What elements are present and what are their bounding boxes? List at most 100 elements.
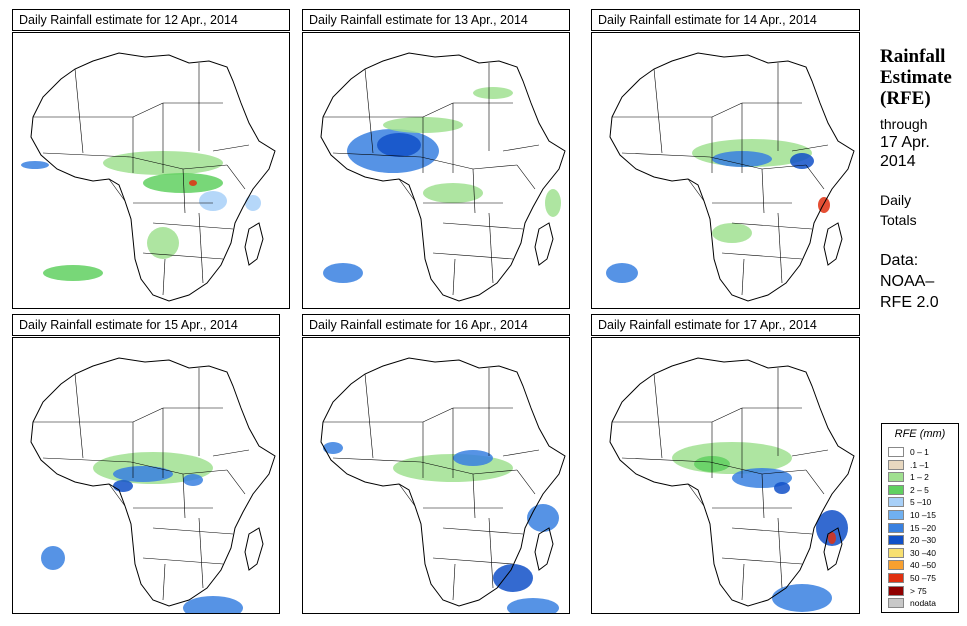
map-panel-apr-15: Daily Rainfall estimate for 15 Apr., 201… [12,314,280,614]
legend-label: > 75 [910,585,927,596]
title-line-2: Estimate [880,67,952,88]
legend-label: nodata [910,598,936,609]
totals-line-1: Daily [880,192,912,208]
africa-map [606,52,855,302]
country-border [398,483,416,507]
map-panel-apr-13: Daily Rainfall estimate for 13 Apr., 201… [302,9,570,309]
panel-title: Daily Rainfall estimate for 16 Apr., 201… [302,314,570,336]
country-border [805,469,825,495]
legend-label: 40 –50 [910,560,936,571]
legend-swatch [888,484,904,495]
country-border [805,164,825,190]
country-border [741,258,745,296]
legend-label: 5 –10 [910,497,932,508]
madagascar-outline [823,527,843,571]
country-border [452,258,456,296]
legend-swatch [888,535,904,546]
legend-label: 0 – 1 [910,447,929,457]
country-border [791,144,829,152]
legend-swatch [888,560,904,571]
data-line-1: Data: [880,252,919,269]
rainfall-area [790,153,814,169]
africa-coastline [320,357,566,607]
madagascar-outline [244,222,264,266]
country-border [42,457,132,463]
madagascar-outline [534,222,554,266]
country-border [152,527,234,535]
rainfall-area [712,223,752,243]
rainfall-map [591,32,860,309]
rainfall-area [473,87,513,99]
rainfall-area [828,532,836,544]
country-border [452,563,456,601]
country-border [442,527,524,535]
country-border [182,168,186,214]
data-line-3: RFE 2.0 [880,294,939,311]
country-border [777,212,783,284]
rainfall-area [545,189,561,217]
country-border [74,68,84,154]
country-border [108,178,126,202]
country-border [488,517,494,589]
rainfall-area [199,191,227,211]
map-panel-apr-16: Daily Rainfall estimate for 16 Apr., 201… [302,314,570,614]
legend-swatch [888,547,904,558]
rainfall-area [453,450,493,466]
legend-label: 1 – 2 [910,472,929,483]
rainfall-area [323,442,343,454]
rainfall-area [113,466,173,482]
rainfall-area [183,596,243,613]
through-label: through [880,116,928,132]
legend-swatch [888,522,904,533]
country-border [33,407,164,423]
country-border [108,483,126,507]
country-border [687,483,705,507]
country-border [332,457,422,463]
legend-swatch [888,497,904,508]
country-border [731,527,813,535]
panel-title: Daily Rainfall estimate for 15 Apr., 201… [12,314,280,336]
totals-line-2: Totals [880,212,917,228]
country-border [182,473,186,519]
country-border [162,563,166,601]
country-border [332,152,422,158]
map-panel-apr-12: Daily Rainfall estimate for 12 Apr., 201… [12,9,290,309]
country-border [761,473,765,519]
africa-coastline [30,357,276,607]
rainfall-area [147,227,179,259]
country-border [42,152,132,158]
rainfall-area [323,263,363,283]
country-border [162,258,166,296]
rainfall-area [41,546,65,570]
rainfall-area [113,480,133,492]
africa-map [21,52,276,302]
africa-map [320,357,566,613]
madagascar-outline [534,527,554,571]
country-border [516,469,536,495]
rainfall-area [245,195,261,211]
rainfall-area [423,183,483,203]
country-border [502,449,540,457]
country-border [432,252,514,260]
legend-label: 50 –75 [910,573,936,583]
country-border [761,168,765,214]
country-border [516,164,536,190]
country-border [621,152,711,158]
country-border [323,102,454,118]
date-line-2: 2014 [880,153,916,170]
rainfall-area [143,173,223,193]
africa-map [609,357,855,612]
country-border [612,102,743,118]
country-border [502,144,540,152]
country-border [152,222,234,230]
rainfall-area [377,133,421,157]
country-border [488,212,494,284]
legend-label: 30 –40 [910,547,936,558]
country-border [731,222,813,230]
data-line-2: NOAA– [880,273,935,290]
country-border [212,144,250,152]
map-title: Rainfall Estimate (RFE) [880,46,952,109]
country-border [198,212,204,284]
legend-label: 20 –30 [910,535,936,546]
